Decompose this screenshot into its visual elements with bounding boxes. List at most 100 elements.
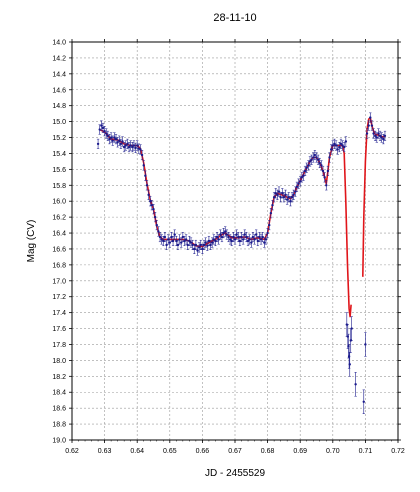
point-marker bbox=[132, 144, 136, 147]
point-marker bbox=[153, 215, 157, 219]
data-point bbox=[126, 138, 129, 149]
point-marker bbox=[158, 235, 162, 239]
point-marker bbox=[348, 363, 351, 366]
data-point bbox=[300, 172, 304, 183]
point-marker bbox=[246, 239, 250, 243]
data-point bbox=[269, 208, 273, 219]
data-point bbox=[145, 180, 149, 191]
y-tick-label: 18.0 bbox=[52, 358, 66, 365]
point-marker bbox=[166, 238, 170, 241]
data-point bbox=[140, 150, 144, 161]
data-point bbox=[362, 389, 365, 414]
data-point bbox=[189, 237, 193, 248]
point-marker bbox=[326, 169, 330, 173]
point-marker bbox=[108, 137, 111, 141]
data-point bbox=[147, 189, 150, 200]
point-marker bbox=[134, 146, 137, 150]
y-axis: 14.0 14.2 14.4 14.6 14.8 15.0 15.2 15.4 15.6 15.8… bbox=[52, 40, 401, 445]
point-marker bbox=[124, 144, 127, 147]
point-marker bbox=[321, 169, 325, 173]
y-tick-label: 17.0 bbox=[52, 278, 66, 285]
data-point bbox=[339, 138, 343, 149]
point-marker bbox=[380, 136, 383, 139]
data-point bbox=[369, 112, 372, 123]
data-point bbox=[224, 226, 227, 237]
data-point bbox=[246, 235, 250, 247]
point-marker bbox=[269, 211, 273, 215]
data-point bbox=[341, 140, 344, 151]
point-marker bbox=[103, 129, 106, 133]
data-point bbox=[383, 130, 387, 141]
data-point bbox=[254, 229, 258, 240]
data-point bbox=[232, 231, 235, 243]
point-marker bbox=[258, 235, 261, 239]
point-marker bbox=[344, 140, 348, 143]
data-point bbox=[114, 134, 118, 145]
data-point bbox=[116, 137, 119, 148]
point-marker bbox=[126, 142, 129, 146]
point-marker bbox=[328, 156, 331, 159]
data-point bbox=[158, 231, 162, 243]
data-point bbox=[103, 126, 106, 137]
data-point bbox=[276, 189, 279, 200]
point-marker bbox=[339, 142, 343, 146]
point-marker bbox=[323, 176, 326, 179]
data-point bbox=[240, 231, 243, 243]
data-point bbox=[207, 235, 211, 247]
point-marker bbox=[106, 134, 110, 138]
point-marker bbox=[127, 145, 131, 149]
point-marker bbox=[292, 193, 295, 197]
point-marker bbox=[155, 223, 158, 227]
data-point bbox=[333, 138, 336, 149]
data-point bbox=[264, 234, 268, 245]
fit-curve-segment bbox=[362, 116, 385, 277]
data-point bbox=[98, 124, 101, 135]
point-marker bbox=[173, 233, 176, 236]
point-marker bbox=[96, 142, 100, 146]
point-marker bbox=[354, 383, 357, 386]
point-marker bbox=[308, 160, 312, 163]
data-point bbox=[217, 234, 220, 245]
data-point bbox=[348, 352, 351, 377]
data-point bbox=[119, 138, 123, 149]
point-marker bbox=[224, 230, 227, 233]
data-point bbox=[222, 228, 225, 239]
x-tick-label: 0.66 bbox=[196, 448, 210, 455]
y-tick-label: 16.8 bbox=[52, 262, 66, 269]
point-marker bbox=[140, 153, 144, 157]
point-marker bbox=[171, 239, 175, 243]
data-point bbox=[132, 140, 136, 151]
point-marker bbox=[303, 169, 307, 173]
point-marker bbox=[282, 196, 286, 199]
point-marker bbox=[136, 144, 139, 147]
data-point bbox=[131, 142, 134, 153]
point-marker bbox=[178, 238, 181, 241]
data-point bbox=[294, 186, 297, 197]
point-marker bbox=[372, 132, 375, 135]
data-point bbox=[282, 192, 286, 203]
point-marker bbox=[383, 134, 387, 138]
data-point bbox=[285, 194, 289, 205]
point-marker bbox=[114, 137, 118, 141]
data-point bbox=[111, 135, 114, 146]
data-point bbox=[263, 237, 266, 248]
y-tick-label: 15.4 bbox=[52, 151, 66, 158]
point-marker bbox=[290, 196, 294, 199]
y-tick-label: 17.8 bbox=[52, 342, 66, 349]
point-marker bbox=[147, 193, 150, 197]
point-marker bbox=[268, 223, 271, 227]
point-marker bbox=[370, 124, 374, 127]
point-marker bbox=[276, 193, 279, 197]
data-point bbox=[297, 178, 300, 189]
data-point bbox=[183, 235, 186, 247]
x-axis-title: JD - 2455529 bbox=[205, 468, 265, 479]
data-point bbox=[235, 229, 238, 240]
point-marker bbox=[206, 244, 209, 247]
data-point bbox=[373, 130, 377, 141]
point-marker bbox=[367, 124, 370, 127]
point-marker bbox=[294, 190, 297, 193]
x-tick-label: 0.64 bbox=[130, 448, 144, 455]
data-point bbox=[113, 132, 116, 143]
point-marker bbox=[263, 241, 266, 244]
